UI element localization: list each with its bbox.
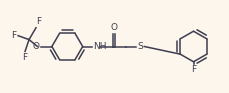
Text: F: F bbox=[36, 17, 41, 26]
Text: NH: NH bbox=[93, 42, 106, 51]
Text: F: F bbox=[190, 65, 195, 74]
Text: S: S bbox=[137, 42, 143, 51]
Text: F: F bbox=[11, 31, 16, 40]
Text: O: O bbox=[110, 23, 117, 32]
Text: O: O bbox=[32, 42, 39, 51]
Text: F: F bbox=[22, 53, 27, 62]
